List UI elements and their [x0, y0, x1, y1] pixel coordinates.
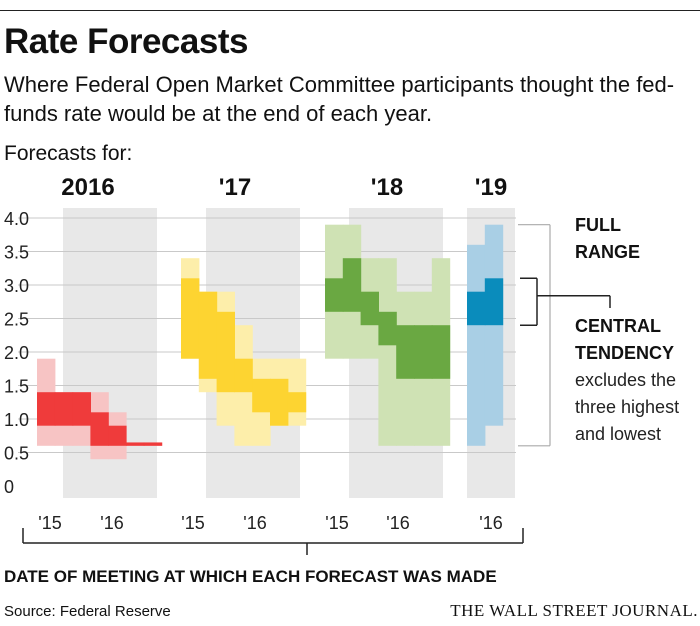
- central-bar: [360, 291, 379, 326]
- central-bar: [143, 442, 163, 446]
- legend-central-note: excludes the: [575, 370, 676, 390]
- y-tick-label: 4.0: [4, 209, 29, 229]
- y-tick-label: 1.5: [4, 377, 29, 397]
- central-bar: [72, 392, 91, 426]
- panel-label: '17: [219, 174, 251, 201]
- central-bar: [270, 378, 289, 426]
- panel-label: 2016: [61, 174, 114, 201]
- x-tick-label: '15: [38, 513, 61, 533]
- legend-central-label: CENTRAL: [575, 316, 661, 336]
- central-bar: [216, 311, 235, 393]
- central-bar: [54, 392, 74, 426]
- y-tick-label: 3.0: [4, 276, 29, 296]
- central-bar: [37, 392, 56, 426]
- legend-full-range-label: FULL: [575, 215, 621, 235]
- central-bar: [108, 425, 127, 446]
- forecasts-for-label: Forecasts for:: [4, 142, 133, 165]
- x-tick-label: '16: [243, 513, 266, 533]
- central-bar: [414, 325, 433, 379]
- source-note: Source: Federal Reserve: [4, 603, 171, 620]
- central-bar: [396, 325, 415, 379]
- x-tick-label: '15: [325, 513, 348, 533]
- central-bar: [378, 311, 397, 346]
- range-bar: [467, 244, 486, 446]
- x-tick-label: '15: [181, 513, 204, 533]
- central-bar: [467, 291, 486, 326]
- panel-label: '19: [475, 174, 507, 201]
- central-bar: [484, 278, 504, 326]
- y-tick-label: 2.0: [4, 343, 29, 363]
- legend-full-range-label: RANGE: [575, 242, 640, 262]
- y-tick-label: 2.5: [4, 310, 29, 330]
- legend-central-note: and lowest: [575, 424, 661, 444]
- x-tick-label: '16: [386, 513, 409, 533]
- legend-central-note: three highest: [575, 397, 679, 417]
- central-bar: [126, 442, 145, 446]
- y-tick-label: 0.5: [4, 444, 29, 464]
- publisher-logo: THE WALL STREET JOURNAL.: [450, 601, 698, 620]
- top-rule: [0, 10, 700, 11]
- central-bar: [181, 278, 200, 359]
- x-tick-label: '16: [479, 513, 502, 533]
- y-tick-label: 3.5: [4, 243, 29, 263]
- x-tick-label: '16: [100, 513, 123, 533]
- central-bar: [287, 392, 307, 413]
- central-bar: [234, 358, 253, 393]
- chart-subtitle: Where Federal Open Market Committee part…: [4, 72, 675, 126]
- rate-forecast-chart: 4.0 3.5 3.0 2.5 2.0 1.5 1.0 0.5 0 2016 '15 '16 '17 '1…: [4, 174, 679, 586]
- range-bar: [378, 258, 397, 446]
- legend-central-label: TENDENCY: [575, 343, 674, 363]
- central-bar: [252, 378, 271, 413]
- y-tick-label: 0: [4, 477, 14, 497]
- central-bar: [90, 412, 109, 446]
- y-tick-label: 1.0: [4, 410, 29, 430]
- central-bar: [431, 325, 451, 379]
- central-bar: [198, 291, 218, 379]
- central-bar: [342, 258, 362, 312]
- x-axis-label: DATE OF MEETING AT WHICH EACH FORECAST W…: [4, 567, 497, 586]
- chart-title: Rate Forecasts: [4, 22, 248, 61]
- central-bar: [325, 278, 344, 312]
- panel-label: '18: [371, 174, 403, 201]
